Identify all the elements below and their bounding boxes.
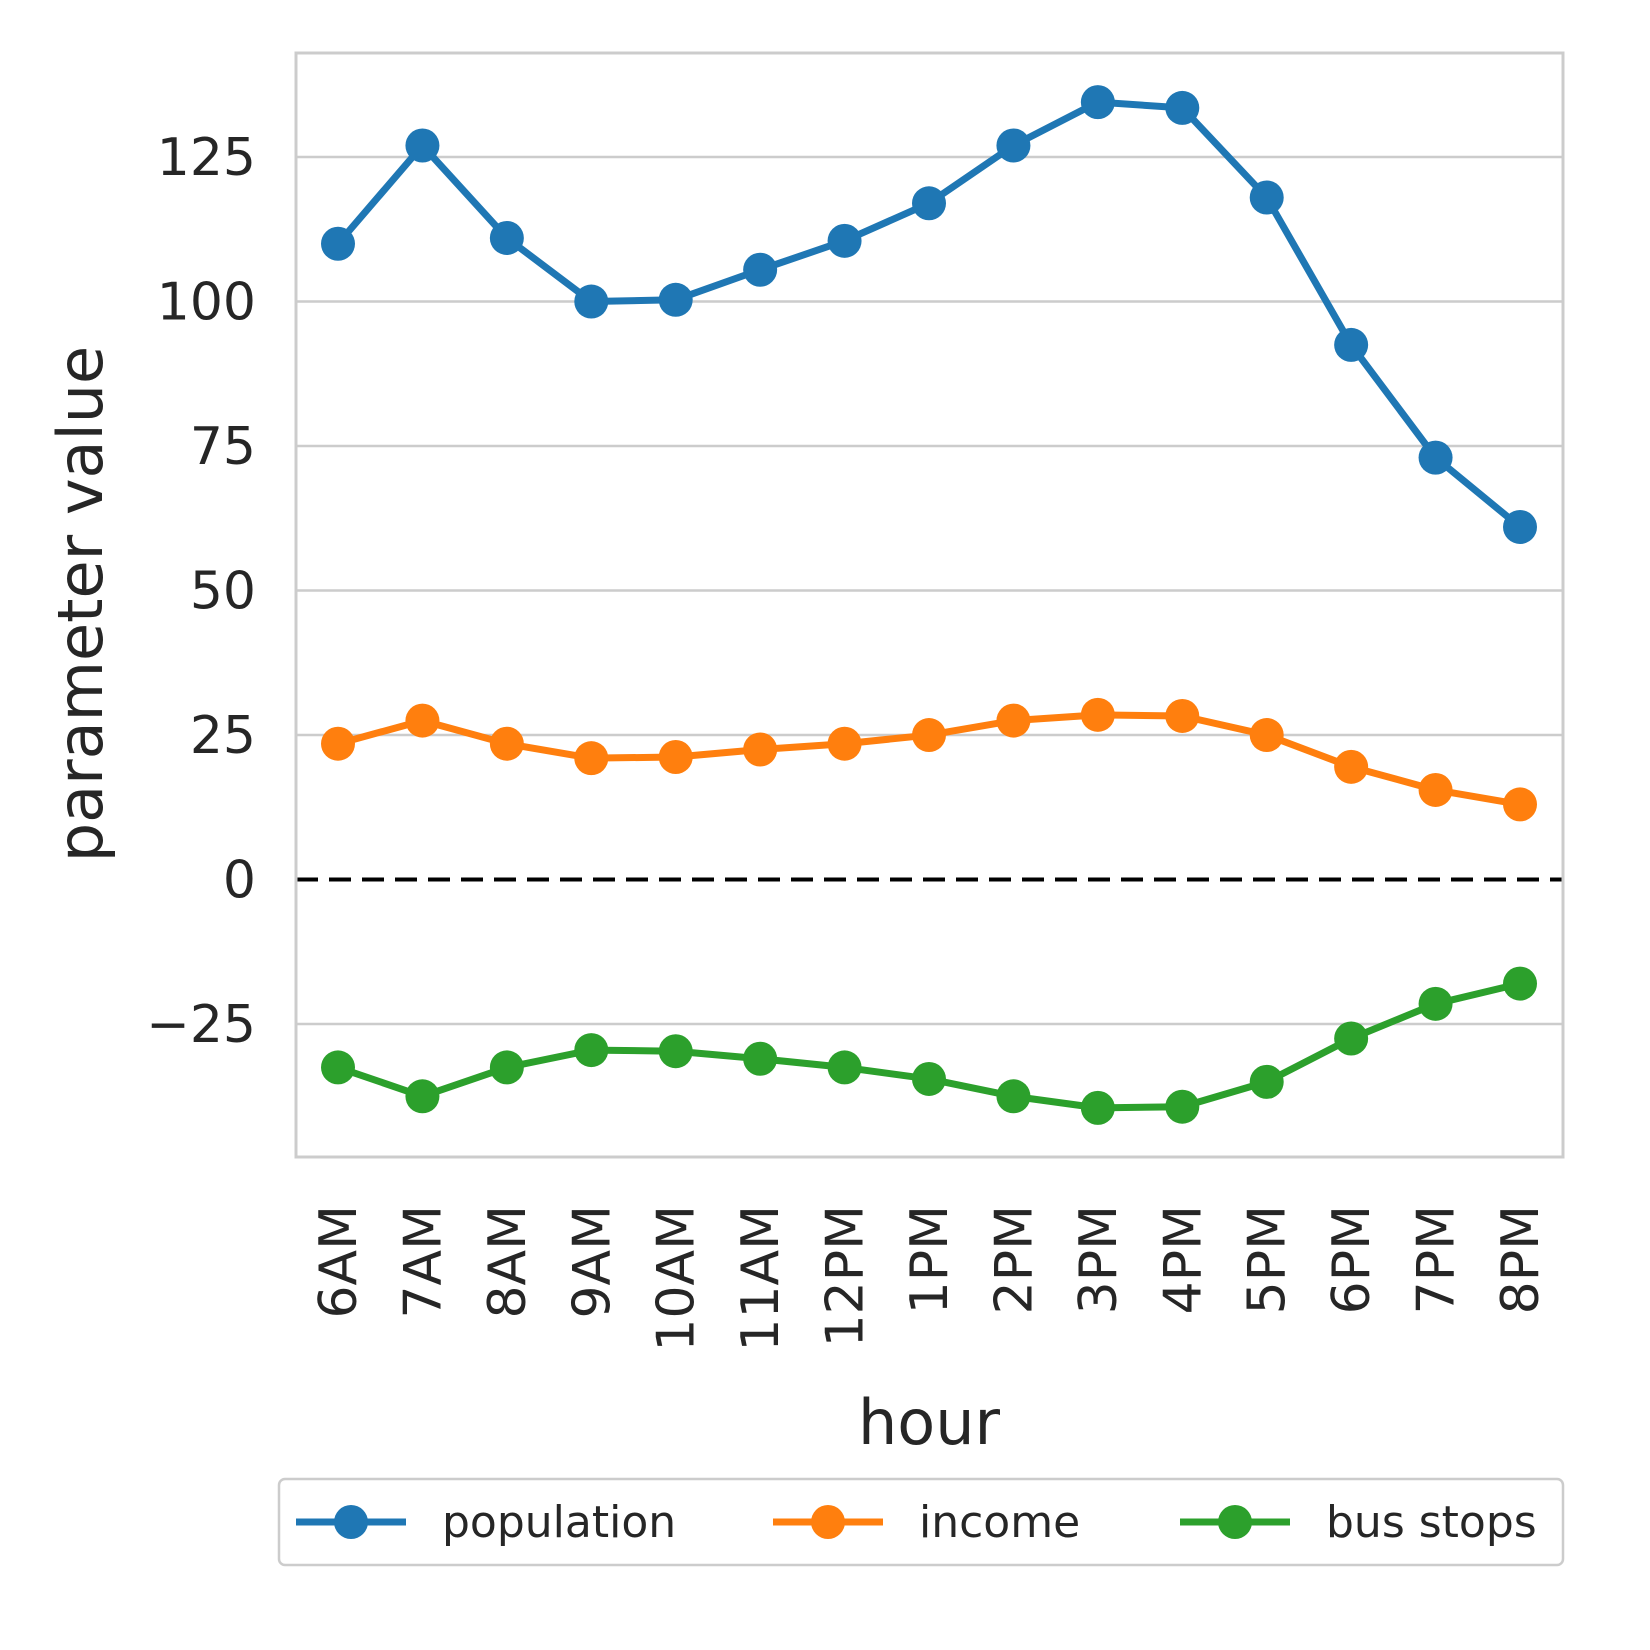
data-point-population [321,226,355,261]
y-tick-label: 100 [157,273,256,333]
x-tick-labels: 6AM 7AM 8AM 9AM 10AM 11AM 12PM 1PM 2PM 3PM 4PM 5PM 6… [309,1205,1551,1352]
data-point-bus-stops [1418,986,1453,1021]
data-point-income [996,703,1031,738]
data-point-income [405,703,440,738]
x-tick-label: 8AM [478,1205,538,1319]
data-point-income [489,726,524,761]
data-point-bus-stops [1080,1090,1115,1125]
data-point-income [1080,697,1115,732]
x-tick-label: 10AM [647,1205,707,1352]
series-bus-stops [321,966,1537,1125]
data-point-bus-stops [405,1079,440,1114]
y-tick-labels: −25 0 25 50 75 100 125 [146,128,256,1055]
data-point-population [489,220,524,255]
x-tick-label: 1PM [900,1205,960,1314]
data-point-bus-stops [996,1079,1031,1114]
legend-swatch-marker [1218,1505,1252,1539]
legend-swatch-marker [811,1505,845,1539]
data-point-population [743,252,778,287]
x-tick-label: 8PM [1491,1205,1551,1314]
legend-label: income [919,1497,1080,1548]
legend-box [277,1477,1565,1567]
data-point-bus-stops [827,1050,862,1085]
y-tick-label: 75 [190,417,256,477]
data-point-population [996,128,1031,163]
legend-label: population [442,1497,676,1548]
data-point-population [658,282,693,317]
data-point-bus-stops [574,1033,609,1068]
x-tick-label: 9AM [562,1205,622,1319]
data-point-income [1334,749,1369,784]
data-point-bus-stops [489,1050,524,1085]
data-point-bus-stops [1334,1021,1369,1056]
x-tick-label: 7AM [393,1205,453,1319]
legend-label: bus stops [1326,1497,1537,1548]
y-tick-label: −25 [146,995,256,1055]
data-point-population [1249,180,1284,215]
x-tick-label: 2PM [984,1205,1044,1314]
y-tick-label: 50 [190,562,256,622]
data-point-bus-stops [321,1050,355,1085]
y-tick-label: 125 [157,128,256,188]
x-tick-label: 7PM [1407,1205,1467,1314]
data-point-income [1165,698,1200,733]
plot-frame [294,51,1565,1159]
x-tick-label: 11AM [731,1205,791,1352]
data-point-income [321,726,355,761]
data-point-population [1503,509,1537,544]
data-point-population [574,284,609,319]
x-tick-label: 6AM [309,1205,369,1319]
data-point-bus-stops [658,1034,693,1069]
legend: population income bus stops [277,1477,1565,1567]
data-point-bus-stops [743,1041,778,1076]
x-tick-label: 5PM [1238,1205,1298,1314]
legend-item-bus-stops: bus stops [1180,1497,1537,1548]
series-income [321,697,1537,822]
data-point-income [574,741,609,776]
data-point-population [1080,85,1115,120]
data-point-income [1249,718,1284,753]
gridlines [296,155,1563,1026]
data-point-population [1334,327,1369,362]
data-point-income [827,726,862,761]
y-tick-label: 25 [190,706,256,766]
data-point-bus-stops [1249,1064,1284,1099]
data-point-bus-stops [1165,1089,1200,1124]
data-point-income [658,740,693,775]
legend-swatch-marker [334,1505,368,1539]
series-line-population [335,98,1523,530]
x-tick-label: 6PM [1322,1205,1382,1314]
legend-item-population: population [296,1497,676,1548]
x-axis-title: hour [858,1386,1001,1459]
data-point-bus-stops [1503,966,1537,1001]
series-layer [321,85,1537,1125]
data-point-population [1165,90,1200,125]
x-tick-label: 12PM [816,1205,876,1347]
data-point-population [405,128,440,163]
data-point-population [912,186,946,221]
x-tick-label: 4PM [1153,1205,1213,1314]
data-point-income [1503,787,1537,822]
y-tick-label: 0 [223,851,256,911]
data-point-population [1418,440,1453,475]
data-point-income [912,718,946,753]
data-point-population [827,223,862,258]
data-point-income [743,732,778,767]
series-population [321,85,1537,544]
data-point-bus-stops [912,1061,946,1096]
x-tick-label: 3PM [1069,1205,1129,1314]
y-axis-title: parameter value [44,346,117,862]
data-point-income [1418,772,1453,807]
legend-item-income: income [773,1497,1080,1548]
